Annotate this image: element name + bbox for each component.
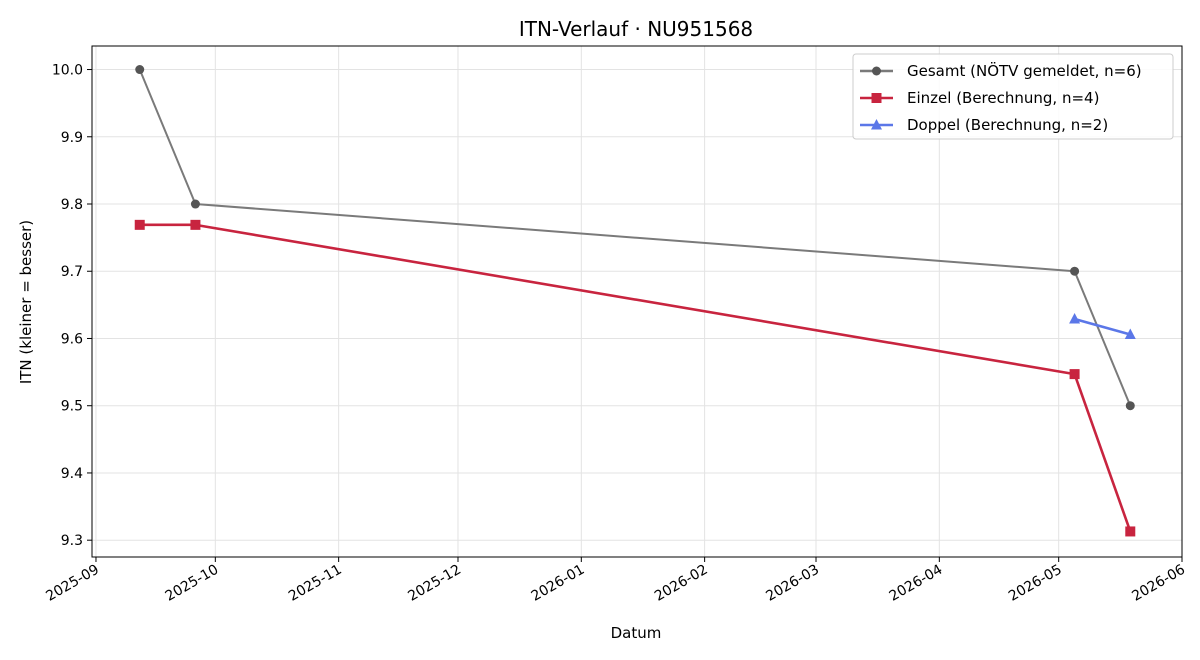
data-point <box>1125 526 1136 537</box>
series-3 <box>1069 312 1136 339</box>
data-point <box>1070 266 1080 276</box>
data-point <box>190 199 200 209</box>
legend-marker <box>871 93 882 103</box>
y-tick-label: 10.0 <box>52 63 83 79</box>
y-axis-label: ITN (kleiner = besser) <box>17 220 35 384</box>
series-line <box>139 223 1132 532</box>
data-point <box>1125 401 1135 411</box>
x-tick-label: 2025-10 <box>163 562 222 605</box>
y-tick-label: 9.9 <box>61 130 83 146</box>
series-1 <box>135 65 1135 411</box>
series-layer <box>134 65 1136 537</box>
x-tick-label: 2026-01 <box>529 562 588 605</box>
x-tick-label: 2026-02 <box>652 562 711 605</box>
x-tick-label: 2026-04 <box>887 562 946 605</box>
y-tick-label: 9.8 <box>61 197 83 213</box>
y-tick-label: 9.7 <box>61 264 83 280</box>
x-tick-label: 2025-11 <box>286 562 345 605</box>
legend-box <box>852 53 1174 140</box>
legend-label: Doppel (Berechnung, n=2) <box>907 116 1108 134</box>
x-tick-label: 2026-03 <box>763 562 822 605</box>
data-point <box>135 65 145 75</box>
y-axis: 9.3 9.4 9.5 9.6 9.7 9.8 9.9 10.0 <box>52 63 92 549</box>
x-tick-label: 2025-12 <box>405 562 464 605</box>
data-point <box>190 219 201 230</box>
data-point <box>134 219 145 230</box>
x-axis-label: Datum <box>611 624 662 642</box>
x-tick-label: 2026-06 <box>1129 562 1188 605</box>
x-tick-label: 2025-09 <box>43 562 102 605</box>
legend-label: Gesamt (NÖTV gemeldet, n=6) <box>907 61 1142 80</box>
series-line <box>1074 317 1131 336</box>
x-tick-label: 2026-05 <box>1006 562 1065 605</box>
series-line <box>138 69 1132 407</box>
y-tick-label: 9.3 <box>61 533 83 549</box>
data-point <box>1124 328 1136 339</box>
x-axis: 2025-09 2025-10 2025-11 2025-12 2026-01 2026-… <box>43 557 1188 605</box>
data-point <box>1069 369 1080 380</box>
legend-label: Einzel (Berechnung, n=4) <box>907 89 1099 107</box>
y-tick-label: 9.4 <box>61 466 83 482</box>
legend-marker <box>871 119 882 130</box>
y-tick-label: 9.5 <box>61 399 83 415</box>
legend: Gesamt (NÖTV gemeldet, n=6) Einzel (Berec… <box>852 53 1174 140</box>
data-point <box>1069 312 1081 324</box>
y-tick-label: 9.6 <box>61 331 83 347</box>
series-2 <box>134 219 1136 537</box>
plot-frame <box>91 45 1183 558</box>
legend-marker <box>872 66 881 76</box>
chart-title: ITN-Verlauf · NU951568 <box>519 17 753 41</box>
